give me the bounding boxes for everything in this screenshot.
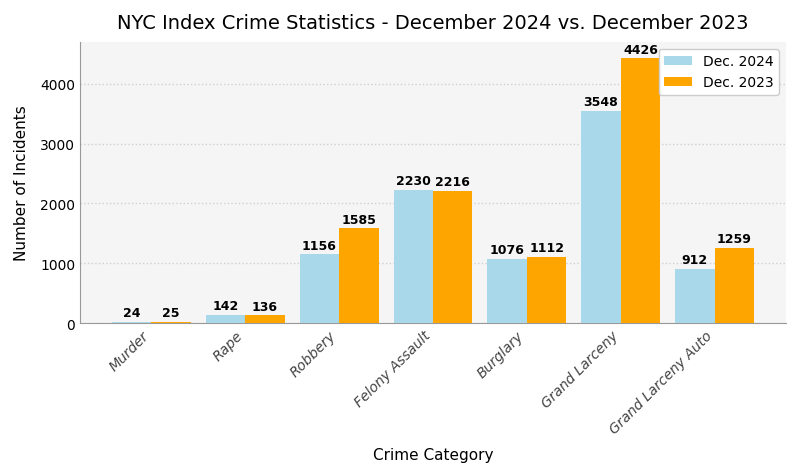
- Text: 136: 136: [252, 300, 278, 313]
- Text: 1156: 1156: [302, 239, 337, 252]
- Bar: [675, 269, 714, 324]
- Bar: [206, 315, 246, 324]
- Text: 3548: 3548: [584, 96, 618, 109]
- Legend: Dec. 2024, Dec. 2023: Dec. 2024, Dec. 2023: [658, 50, 779, 96]
- Bar: [714, 248, 754, 324]
- Text: 4426: 4426: [623, 44, 658, 57]
- Text: 1076: 1076: [490, 244, 525, 257]
- Text: 2230: 2230: [396, 175, 430, 188]
- Bar: [339, 229, 378, 324]
- Bar: [487, 259, 527, 324]
- Text: 24: 24: [123, 307, 141, 320]
- Bar: [582, 111, 621, 324]
- Text: 2216: 2216: [435, 176, 470, 188]
- X-axis label: Crime Category: Crime Category: [373, 447, 494, 462]
- Text: 1259: 1259: [717, 233, 752, 246]
- Bar: [433, 191, 473, 324]
- Text: 1112: 1112: [529, 242, 564, 255]
- Bar: [151, 322, 191, 324]
- Y-axis label: Number of Incidents: Number of Incidents: [14, 105, 29, 261]
- Text: 142: 142: [213, 300, 238, 313]
- Bar: [246, 316, 285, 324]
- Title: NYC Index Crime Statistics - December 2024 vs. December 2023: NYC Index Crime Statistics - December 20…: [118, 14, 749, 33]
- Bar: [621, 59, 660, 324]
- Bar: [527, 257, 566, 324]
- Text: 912: 912: [682, 254, 708, 267]
- Bar: [112, 322, 151, 324]
- Text: 1585: 1585: [342, 213, 376, 227]
- Bar: [300, 255, 339, 324]
- Text: 25: 25: [162, 307, 180, 320]
- Bar: [394, 190, 433, 324]
